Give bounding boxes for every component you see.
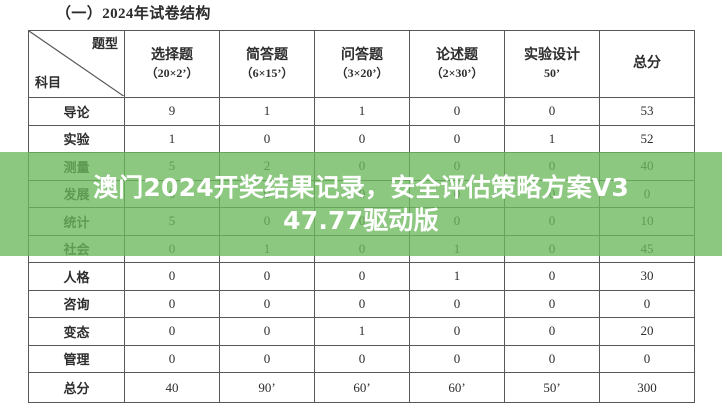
watermark-line-1: 澳门2024开奖结果记录，安全评估策略方案V3	[93, 173, 629, 202]
column-header-spec: （20×2’）	[145, 65, 199, 80]
column-header-name: 实验设计	[524, 48, 580, 64]
table-column-header: 选择题 （20×2’）	[124, 30, 220, 98]
row-subject-cell: 咨询	[28, 289, 125, 318]
table-header-row: 题型 科目 选择题 （20×2’） 简答题 （6×15’） 问答题 （3×20’） 论述题 （2×…	[28, 30, 695, 98]
row-value-cell: 0	[504, 289, 600, 318]
row-value-cell: 0	[219, 124, 315, 153]
table-column-header: 简答题 （6×15’）	[219, 30, 315, 98]
table-column-header: 实验设计 50’	[504, 30, 600, 98]
row-value-cell: 0	[409, 344, 505, 373]
row-value-cell: 0	[124, 344, 220, 373]
row-value-cell: 0	[409, 124, 505, 153]
row-subject-cell: 管理	[28, 344, 125, 373]
row-value-cell: 0	[504, 262, 600, 291]
row-value-cell: 0	[124, 262, 220, 291]
total-row-value-cell: 40	[124, 372, 220, 403]
table-row: 变态 0 0 1 0 0 20	[28, 317, 695, 346]
row-subject-cell: 实验	[28, 124, 125, 153]
corner-label-type: 题型	[91, 36, 118, 51]
row-value-cell: 0	[504, 97, 600, 126]
table-row: 管理 0 0 0 0 0 0	[28, 344, 695, 373]
row-value-cell: 0	[504, 344, 600, 373]
row-value-cell: 0	[599, 289, 695, 318]
table-row: 人格 0 0 0 1 0 30	[28, 262, 695, 291]
column-header-name: 简答题	[246, 48, 288, 64]
row-value-cell: 1	[314, 317, 410, 346]
row-value-cell: 30	[599, 262, 695, 291]
row-value-cell: 53	[599, 97, 695, 126]
total-row-label: 总分	[28, 372, 125, 403]
row-value-cell: 0	[314, 289, 410, 318]
table-row: 实验 1 0 0 0 1 52	[28, 124, 695, 153]
row-value-cell: 0	[314, 262, 410, 291]
row-value-cell: 52	[599, 124, 695, 153]
row-value-cell: 0	[409, 97, 505, 126]
table-column-header: 论述题 （2×30’）	[409, 30, 505, 98]
column-header-name: 选择题	[151, 48, 193, 64]
row-value-cell: 0	[314, 124, 410, 153]
row-value-cell: 0	[409, 289, 505, 318]
corner-label-subject: 科目	[35, 74, 62, 90]
total-row-value-cell: 50’	[504, 372, 600, 403]
page-title: （一）2024年试卷结构	[56, 6, 211, 22]
row-value-cell: 20	[599, 317, 695, 346]
table-corner-cell: 题型科目	[28, 30, 125, 98]
column-header-name: 论述题	[436, 48, 478, 64]
row-value-cell: 0	[219, 317, 315, 346]
row-value-cell: 0	[504, 317, 600, 346]
table-column-header: 问答题 （3×20’）	[314, 30, 410, 98]
row-value-cell: 0	[219, 344, 315, 373]
table-row: 导论 9 1 1 0 0 53	[28, 97, 695, 126]
row-value-cell: 0	[124, 289, 220, 318]
total-row-value-cell: 60’	[409, 372, 505, 403]
column-header-name: 总分	[633, 56, 661, 72]
row-value-cell: 0	[219, 262, 315, 291]
row-value-cell: 0	[599, 344, 695, 373]
row-value-cell: 0	[409, 317, 505, 346]
column-header-spec: （3×20’）	[335, 65, 389, 80]
total-row-value-cell: 300	[599, 372, 695, 403]
row-subject-cell: 变态	[28, 317, 125, 346]
row-value-cell: 0	[219, 289, 315, 318]
total-row-value-cell: 60’	[314, 372, 410, 403]
column-header-spec: 50’	[544, 65, 560, 80]
row-subject-cell: 人格	[28, 262, 125, 291]
row-value-cell: 1	[219, 97, 315, 126]
row-value-cell: 1	[504, 124, 600, 153]
table-column-header: 总分	[599, 30, 695, 98]
column-header-name: 问答题	[341, 48, 383, 64]
row-value-cell: 1	[314, 97, 410, 126]
watermark-line-2: 47.77驱动版	[283, 206, 439, 235]
row-value-cell: 0	[314, 344, 410, 373]
row-value-cell: 0	[124, 317, 220, 346]
column-header-spec: （2×30’）	[430, 65, 484, 80]
table-total-row: 总分 40 90’ 60’ 60’ 50’ 300	[28, 372, 695, 403]
table-row: 咨询 0 0 0 0 0 0	[28, 289, 695, 318]
watermark-banner-text: 澳门2024开奖结果记录，安全评估策略方案V3 47.77驱动版	[0, 160, 722, 248]
row-value-cell: 1	[409, 262, 505, 291]
total-row-value-cell: 90’	[219, 372, 315, 403]
row-value-cell: 1	[124, 124, 220, 153]
column-header-spec: （6×15’）	[240, 65, 294, 80]
row-subject-cell: 导论	[28, 97, 125, 126]
row-value-cell: 9	[124, 97, 220, 126]
watermark-text-content: 澳门2024开奖结果记录，安全评估策略方案V3 47.77驱动版	[93, 171, 629, 237]
